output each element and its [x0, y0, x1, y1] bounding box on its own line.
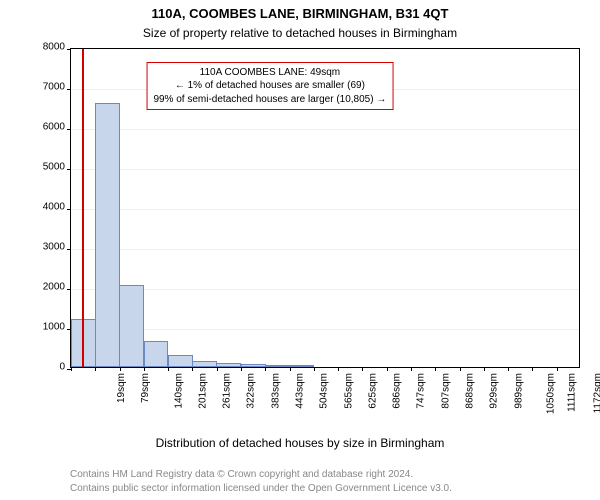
x-tick-mark — [557, 367, 558, 371]
x-tick-label: 1172sqm — [593, 373, 600, 413]
marker-annotation: 110A COOMBES LANE: 49sqm← 1% of detached… — [146, 62, 393, 111]
y-tick-mark — [67, 209, 71, 210]
x-tick-label: 201sqm — [197, 373, 208, 409]
x-tick-label: 989sqm — [513, 373, 524, 409]
gridline — [71, 129, 579, 130]
histogram-bar — [289, 365, 314, 367]
y-tick-label: 8000 — [43, 42, 65, 53]
y-tick-label: 7000 — [43, 82, 65, 93]
x-tick-mark — [387, 367, 388, 371]
y-tick-label: 3000 — [43, 242, 65, 253]
histogram-bar — [168, 355, 193, 367]
x-tick-label: 140sqm — [173, 373, 184, 409]
x-tick-label: 747sqm — [416, 373, 427, 409]
footer-line-2: Contains public sector information licen… — [70, 483, 452, 494]
x-tick-mark — [508, 367, 509, 371]
x-tick-label: 807sqm — [440, 373, 451, 409]
x-tick-label: 383sqm — [270, 373, 281, 409]
x-tick-label: 565sqm — [343, 373, 354, 409]
x-tick-label: 686sqm — [392, 373, 403, 409]
x-tick-label: 261sqm — [222, 373, 233, 409]
x-tick-label: 504sqm — [319, 373, 330, 409]
x-tick-label: 868sqm — [464, 373, 475, 409]
annotation-line: 99% of semi-detached houses are larger (… — [153, 93, 386, 107]
histogram-bar — [119, 285, 144, 367]
x-tick-mark — [120, 367, 121, 371]
x-tick-label: 79sqm — [140, 373, 151, 403]
annotation-line: 110A COOMBES LANE: 49sqm — [153, 66, 386, 80]
gridline — [71, 329, 579, 330]
x-tick-mark — [71, 367, 72, 371]
x-axis-label: Distribution of detached houses by size … — [0, 436, 600, 450]
footer-line-1: Contains HM Land Registry data © Crown c… — [70, 469, 413, 480]
y-tick-label: 0 — [59, 362, 65, 373]
property-marker-line — [82, 49, 84, 367]
y-tick-label: 2000 — [43, 282, 65, 293]
y-tick-mark — [67, 289, 71, 290]
x-tick-label: 929sqm — [489, 373, 500, 409]
x-tick-label: 1050sqm — [546, 373, 557, 414]
x-tick-mark — [435, 367, 436, 371]
x-tick-label: 322sqm — [246, 373, 257, 409]
y-tick-mark — [67, 89, 71, 90]
y-tick-mark — [67, 49, 71, 50]
histogram-bar — [144, 341, 169, 367]
x-tick-mark — [338, 367, 339, 371]
histogram-bar — [192, 361, 217, 367]
gridline — [71, 249, 579, 250]
y-tick-mark — [67, 169, 71, 170]
y-tick-mark — [67, 249, 71, 250]
histogram-bar — [265, 365, 290, 367]
x-tick-mark — [460, 367, 461, 371]
y-tick-label: 1000 — [43, 322, 65, 333]
y-tick-label: 5000 — [43, 162, 65, 173]
histogram-bar — [95, 103, 120, 367]
figure: 110A, COOMBES LANE, BIRMINGHAM, B31 4QT … — [0, 0, 600, 500]
histogram-bar — [216, 363, 241, 367]
x-tick-mark — [217, 367, 218, 371]
gridline — [71, 169, 579, 170]
x-tick-mark — [314, 367, 315, 371]
y-tick-label: 4000 — [43, 202, 65, 213]
x-tick-mark — [411, 367, 412, 371]
x-tick-mark — [95, 367, 96, 371]
x-tick-label: 19sqm — [116, 373, 127, 403]
gridline — [71, 209, 579, 210]
y-tick-mark — [67, 129, 71, 130]
x-tick-mark — [362, 367, 363, 371]
x-tick-label: 1111sqm — [567, 373, 578, 412]
y-tick-label: 6000 — [43, 122, 65, 133]
x-tick-label: 443sqm — [294, 373, 305, 409]
histogram-bar — [241, 364, 266, 367]
annotation-line: ← 1% of detached houses are smaller (69) — [153, 79, 386, 93]
x-tick-mark — [265, 367, 266, 371]
chart-title: 110A, COOMBES LANE, BIRMINGHAM, B31 4QT — [0, 6, 600, 21]
plot-area: 01000200030004000500060007000800019sqm79… — [70, 48, 580, 368]
x-tick-mark — [144, 367, 145, 371]
x-tick-mark — [192, 367, 193, 371]
x-tick-label: 625sqm — [367, 373, 378, 409]
gridline — [71, 289, 579, 290]
x-tick-mark — [241, 367, 242, 371]
x-tick-mark — [168, 367, 169, 371]
x-tick-mark — [290, 367, 291, 371]
x-tick-mark — [484, 367, 485, 371]
x-tick-mark — [532, 367, 533, 371]
chart-subtitle: Size of property relative to detached ho… — [0, 26, 600, 40]
